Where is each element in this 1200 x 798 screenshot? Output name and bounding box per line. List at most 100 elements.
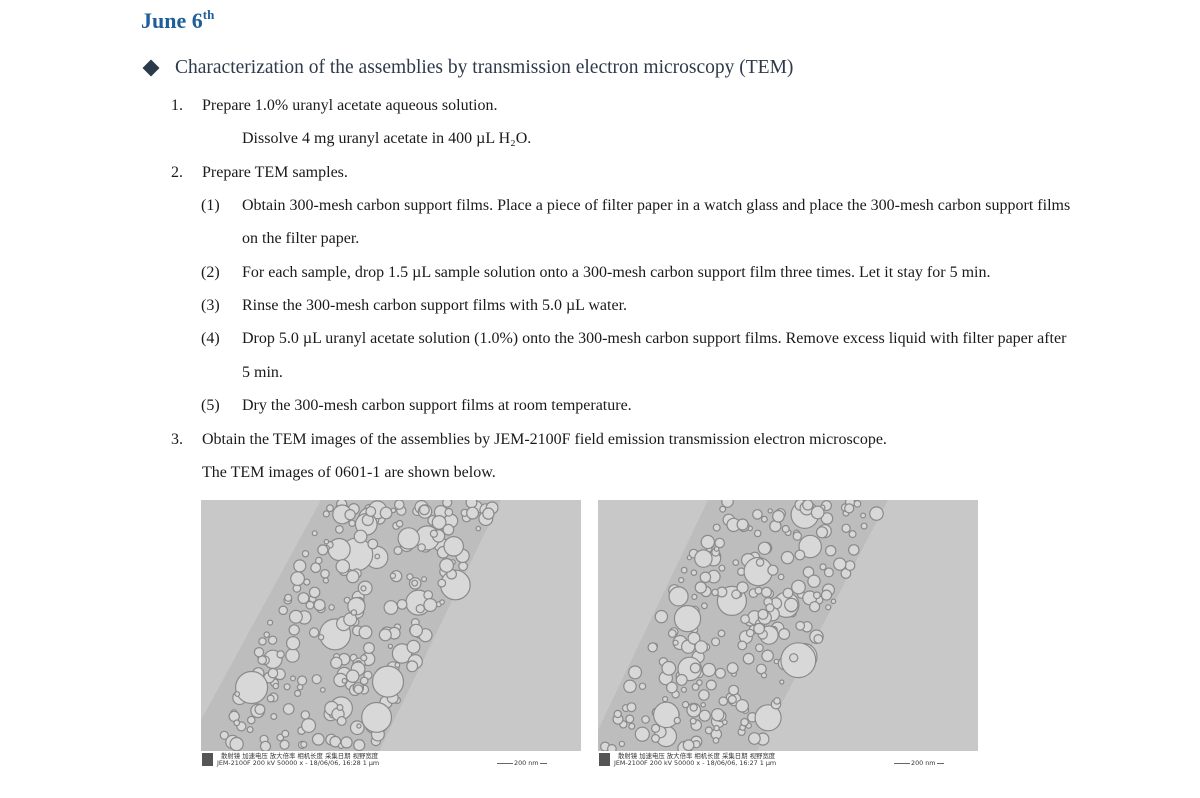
vesicle: [293, 559, 307, 573]
substep-text: Obtain 300-mesh carbon support films. Pl…: [242, 197, 1071, 214]
vesicle: [322, 577, 330, 584]
vesicle: [711, 588, 719, 597]
vesicle: [417, 543, 426, 552]
vesicle: [415, 603, 425, 614]
vesicle: [346, 569, 360, 584]
vesicle: [678, 576, 685, 584]
vesicle: [297, 592, 310, 605]
vesicle: [675, 673, 688, 686]
vesicle: [673, 716, 682, 725]
vesicle: [383, 600, 399, 615]
vesicle: [869, 506, 884, 521]
vesicle: [437, 578, 447, 588]
vesicle: [322, 510, 330, 518]
vesicle: [336, 704, 344, 712]
section-title: Characterization of the assemblies by tr…: [175, 57, 794, 78]
vesicle: [823, 567, 834, 578]
vesicle: [374, 553, 381, 560]
vesicle: [650, 733, 660, 743]
vesicle: [409, 623, 423, 638]
substep-text: Dry the 300-mesh carbon support films at…: [242, 397, 632, 414]
vesicle: [712, 523, 721, 532]
vesicle: [353, 739, 366, 752]
vesicle: [777, 573, 785, 581]
vesicle: [689, 717, 697, 725]
vesicle: [361, 701, 393, 733]
vesicle: [439, 599, 445, 605]
vesicle: [371, 665, 405, 698]
vesicle: [300, 740, 308, 749]
image-caption-bar: 散射镜 加速电压 放大倍率 相机长度 采集日期 视野宽度 JEM-2100F 2…: [201, 751, 581, 768]
vesicle: [754, 586, 763, 595]
vesicle: [340, 736, 353, 749]
vesicle: [807, 574, 821, 588]
scale-label: 200 nm: [910, 759, 937, 767]
vesicle: [690, 569, 698, 577]
tem-image-left: 散射镜 加速电压 放大倍率 相机长度 采集日期 视野宽度 JEM-2100F 2…: [201, 500, 581, 768]
vesicle: [394, 662, 401, 668]
vesicle: [360, 585, 367, 592]
vesicle: [704, 726, 713, 735]
vesicle: [285, 648, 300, 663]
vesicle: [317, 544, 329, 556]
tem-micrograph-right: [598, 500, 978, 768]
vesicle: [301, 718, 317, 734]
vesicle: [705, 679, 717, 691]
vesicle: [253, 646, 265, 658]
vesicle: [356, 723, 362, 729]
vesicle: [343, 612, 358, 627]
vesicle: [809, 601, 821, 613]
vesicle: [714, 537, 725, 549]
vesicle: [311, 732, 325, 746]
vesicle: [698, 709, 711, 722]
vesicle: [815, 526, 829, 539]
vesicle: [301, 550, 310, 558]
caption-values: JEM-2100F 200 kV 50000 x - 18/06/06, 16:…: [217, 759, 380, 767]
vesicle: [378, 628, 392, 642]
vesicle: [833, 557, 847, 571]
vesicle: [406, 660, 419, 673]
substep-text: Rinse the 300-mesh carbon support films …: [242, 297, 628, 314]
vesicle: [672, 639, 679, 646]
vesicle: [691, 683, 700, 691]
vesicle: [300, 710, 311, 720]
vesicle: [792, 531, 802, 541]
vesicle: [625, 714, 635, 724]
vesicle: [444, 507, 454, 517]
tem-image-right: 散射镜 加速电压 放大倍率 相机长度 采集日期 视野宽度 JEM-2100F 2…: [598, 500, 978, 768]
substep-text: For each sample, drop 1.5 µL sample solu…: [242, 264, 991, 281]
vesicle: [735, 699, 749, 713]
vesicle: [390, 507, 397, 514]
vesicle: [363, 642, 376, 655]
vesicle: [288, 624, 300, 636]
vesicle: [736, 581, 749, 594]
vesicle: [773, 658, 780, 665]
vesicle: [761, 649, 774, 663]
vesicle: [718, 696, 729, 706]
step-3-detail: The TEM images of 0601-1 are shown below…: [202, 464, 496, 481]
vesicle: [423, 597, 438, 612]
vesicle: [860, 512, 867, 519]
vesicle: [700, 534, 716, 550]
vesicle: [820, 512, 834, 525]
vesicle: [272, 682, 280, 690]
vesicle: [634, 726, 650, 742]
vesicle: [411, 579, 419, 587]
vesicle: [760, 672, 768, 679]
vesicle: [742, 652, 755, 665]
vesicle: [345, 669, 360, 683]
vesicle: [319, 686, 326, 693]
vesicle: [765, 603, 775, 613]
vesicle: [760, 515, 768, 523]
vesicle: [308, 586, 321, 599]
vesicle: [689, 662, 701, 674]
vesicle: [482, 507, 495, 520]
vesicle: [714, 667, 726, 679]
vesicle: [279, 739, 290, 750]
vesicle: [341, 677, 348, 684]
vesicle: [712, 736, 720, 744]
vesicle: [308, 627, 320, 638]
vesicle: [284, 593, 293, 602]
vesicle: [661, 696, 669, 703]
vesicle: [323, 538, 330, 545]
